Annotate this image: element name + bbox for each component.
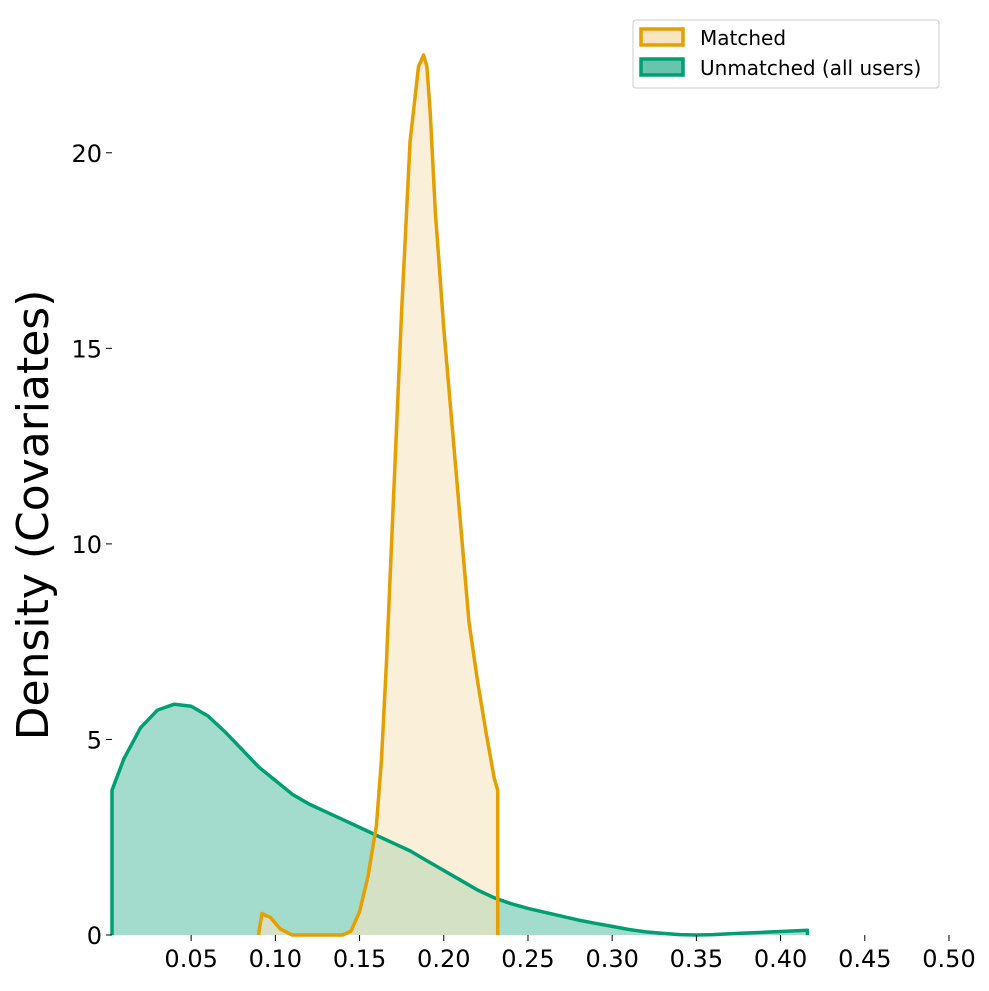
y-tick-label: 15	[71, 335, 102, 363]
legend-label-matched: Matched	[700, 26, 786, 50]
legend[interactable]: Matched Unmatched (all users)	[632, 19, 940, 89]
x-tick-label: 0.45	[838, 945, 891, 973]
y-tick-label: 0	[87, 922, 102, 950]
legend-swatch-matched	[639, 27, 685, 47]
y-tick-label: 10	[71, 531, 102, 559]
x-tick-label: 0.20	[417, 945, 470, 973]
series-line-matched	[256, 53, 500, 937]
x-axis: 0.05 0.10 0.15 0.20 0.25 0.30 0.35 0.40 0.45 0.50	[164, 935, 976, 973]
legend-label-unmatched: Unmatched (all users)	[700, 56, 921, 80]
plot-area	[110, 53, 810, 937]
x-tick-label: 0.50	[922, 945, 975, 973]
legend-swatch-unmatched	[639, 57, 685, 77]
y-axis: 0 5 10 15 20	[71, 140, 112, 950]
y-axis-label: Density (Covariates)	[8, 290, 59, 741]
area-fill-unmatched	[112, 704, 808, 935]
x-tick-label: 0.25	[501, 945, 554, 973]
x-tick-label: 0.35	[670, 945, 723, 973]
x-tick-label: 0.10	[249, 945, 302, 973]
x-tick-label: 0.05	[164, 945, 217, 973]
y-tick-label: 20	[71, 140, 102, 168]
legend-box	[632, 19, 940, 89]
x-tick-label: 0.15	[333, 945, 386, 973]
x-tick-label: 0.40	[754, 945, 807, 973]
series-line-unmatched	[110, 702, 810, 937]
x-tick-label: 0.30	[585, 945, 638, 973]
y-tick-label: 5	[87, 726, 102, 754]
area-fill-matched	[258, 55, 498, 935]
